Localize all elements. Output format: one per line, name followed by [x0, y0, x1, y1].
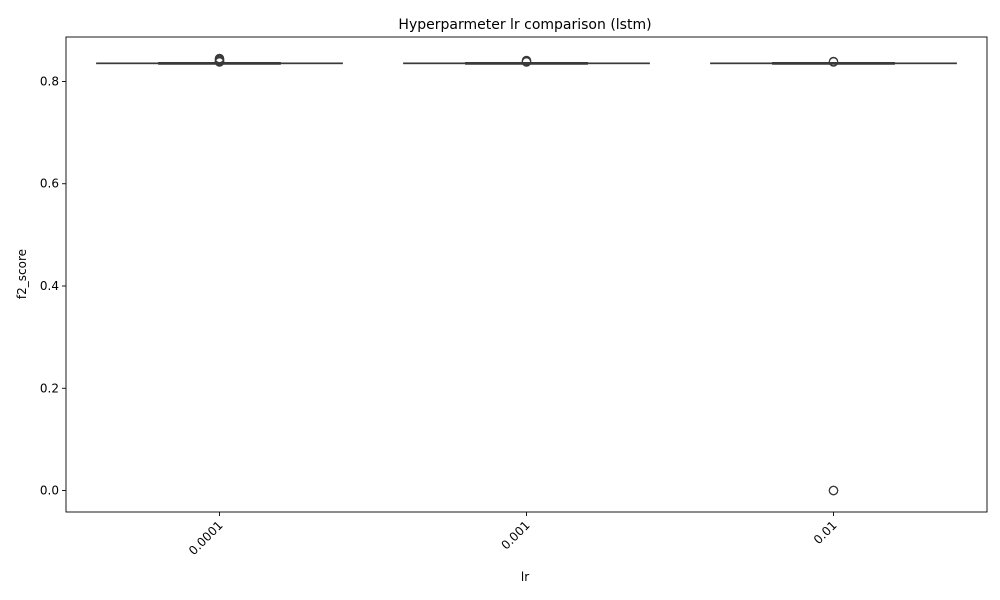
y-tick-label: 0.4: [40, 279, 59, 293]
y-tick-label: 0.6: [40, 177, 59, 191]
chart-title: Hyperparmeter lr comparison (lstm): [398, 17, 651, 33]
y-tick-label: 0.8: [40, 74, 59, 88]
x-tick-label: 0.0001: [186, 518, 226, 558]
outlier-point: [521, 55, 532, 66]
x-tick-label: 0.001: [498, 518, 532, 552]
outlier-point: [828, 56, 839, 67]
box-group: [710, 56, 957, 496]
box-group: [96, 53, 343, 67]
y-tick-label: 0.0: [40, 484, 59, 498]
outlier-point: [828, 485, 839, 496]
plot-area: [65, 36, 988, 513]
plot-frame: [65, 36, 988, 513]
x-tick-label: 0.01: [811, 518, 840, 547]
y-tick-label: 0.2: [40, 381, 59, 395]
outlier-point: [214, 53, 225, 64]
y-axis-label: f2_score: [15, 249, 29, 299]
y-axis: 0.0 0.2 0.4 0.6 0.8: [40, 74, 66, 498]
x-axis-label: lr: [521, 570, 529, 584]
box-group: [403, 55, 650, 67]
x-axis: 0.0001 0.001 0.01: [186, 512, 840, 558]
